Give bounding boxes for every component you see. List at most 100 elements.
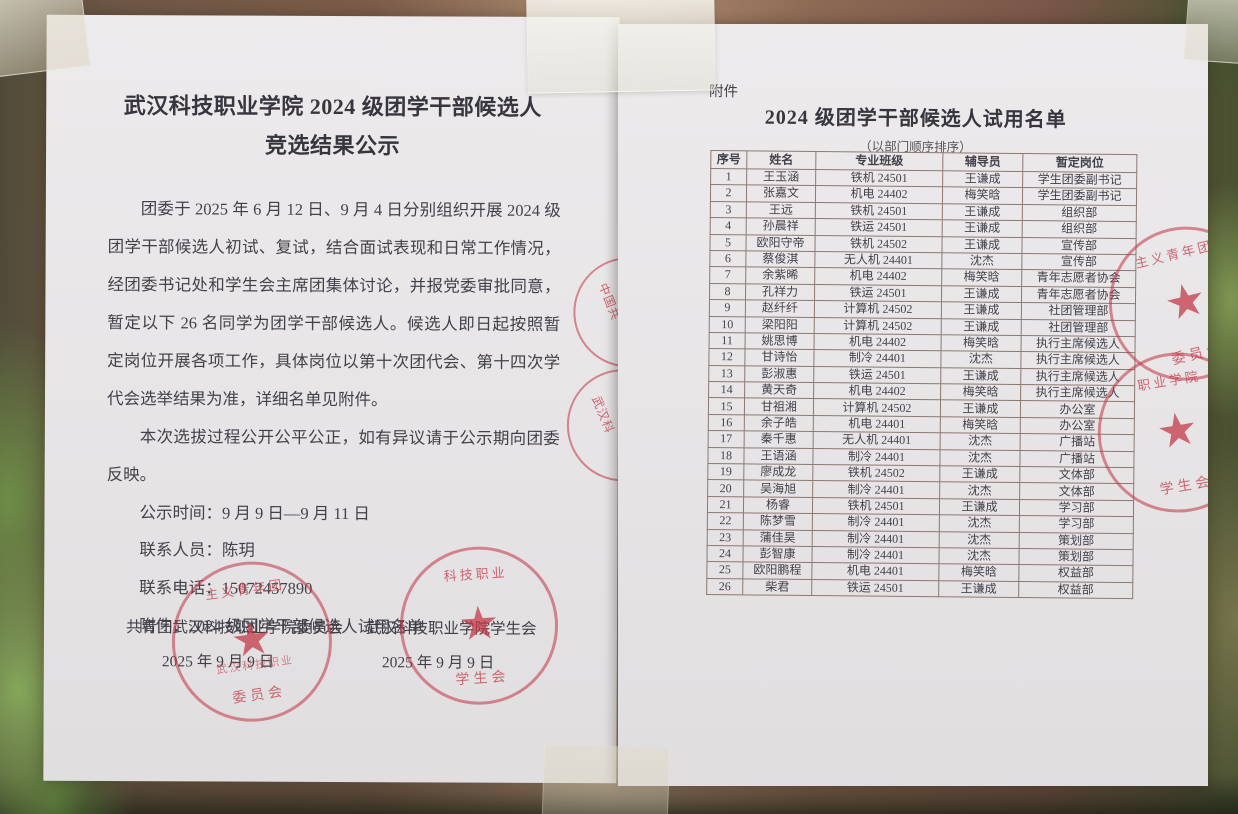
table-cell: 王谦成 <box>940 400 1021 418</box>
table-cell: 14 <box>708 381 745 399</box>
table-cell: 机电 24402 <box>814 333 942 352</box>
table-cell: 柴君 <box>742 578 812 596</box>
table-cell: 铁运 24501 <box>815 218 943 237</box>
cross-page-seal-left-upper: 中国共 <box>573 257 620 368</box>
roster-title: 2024 级团学干部候选人试用名单 <box>764 106 1067 132</box>
column-header: 专业班级 <box>815 151 943 171</box>
star-icon: ★ <box>1152 399 1203 460</box>
table-cell: 陈梦雪 <box>743 513 813 531</box>
table-cell: 梅笑晗 <box>941 269 1022 287</box>
page-title: 武汉科技职业学院 2024 级团学干部候选人 竞选结果公示 <box>86 87 579 166</box>
table-cell: 5 <box>709 234 747 251</box>
table-cell: 机电 24401 <box>813 415 941 434</box>
table-cell: 19 <box>707 463 744 481</box>
table-cell: 杨睿 <box>743 496 813 514</box>
table-cell: 20 <box>707 479 744 497</box>
table-cell: 王谦成 <box>941 318 1022 336</box>
table-cell: 蒲佳昊 <box>743 529 813 547</box>
table-cell: 铁运 24501 <box>814 284 942 302</box>
roster-table-body: 1 王玉涵 铁机 24501 王谦成 学生团委副书记 2 张嘉文 机电 24402 梅笑晗 学生团… <box>706 168 1137 599</box>
table-cell: 沈杰 <box>940 351 1022 369</box>
table-cell: 王谦成 <box>938 580 1019 598</box>
table-cell: 沈杰 <box>939 482 1020 500</box>
table-cell: 1 <box>710 168 747 186</box>
table-cell: 蔡俊淇 <box>745 250 815 268</box>
stamp-edge-text: 武汉科 <box>589 393 617 436</box>
table-cell: 权益部 <box>1018 581 1133 599</box>
table-cell: 余子皓 <box>744 414 814 432</box>
table-cell: 23 <box>707 529 744 546</box>
table-cell: 欧阳守帝 <box>745 234 816 252</box>
table-cell: 机电 24402 <box>815 185 943 204</box>
table-cell: 铁机 24501 <box>815 202 943 220</box>
table-cell: 王远 <box>746 201 816 219</box>
table-cell: 铁运 24501 <box>813 366 941 384</box>
table-cell: 策划部 <box>1018 548 1134 566</box>
table-cell: 15 <box>708 398 745 415</box>
table-cell: 铁运 24501 <box>811 579 939 597</box>
table-cell: 制冷 24401 <box>812 513 940 532</box>
table-cell: 制冷 24401 <box>812 480 940 499</box>
table-cell: 秦千惠 <box>744 431 814 449</box>
table-cell: 沈杰 <box>938 547 1020 565</box>
table-cell: 甘诗怡 <box>744 349 815 367</box>
table-cell: 甘祖湘 <box>744 398 814 416</box>
table-cell: 沈杰 <box>940 433 1021 451</box>
table-cell: 张嘉文 <box>746 185 816 203</box>
stamp-bottom-text: 学生会 <box>1158 474 1208 499</box>
table-cell: 11 <box>709 332 746 350</box>
announcement-body: 团委于 2025 年 6 月 12 日、9 月 4 日分别组织开展 2024 级… <box>107 190 561 495</box>
tape-bottom-seam <box>541 743 671 814</box>
stamp-edge-text: 中国共 <box>595 281 620 323</box>
tape-top-right <box>1183 0 1238 64</box>
table-cell: 沈杰 <box>941 252 1022 270</box>
table-cell: 黄天奇 <box>744 381 814 400</box>
table-cell: 机电 24401 <box>811 562 939 581</box>
table-cell: 无人机 24401 <box>814 251 942 270</box>
table-cell: 13 <box>708 365 745 382</box>
star-icon: ★ <box>456 594 502 652</box>
table-cell: 组织部 <box>1022 204 1137 222</box>
table-cell: 铁机 24501 <box>815 169 943 188</box>
table-cell: 铁机 24502 <box>814 235 943 253</box>
table-cell: 10 <box>709 316 746 333</box>
publicity-period-line: 公示时间：9 月 9 日—9 月 11 日 <box>139 502 370 523</box>
star-icon: ★ <box>1159 269 1208 332</box>
table-cell: 制冷 24401 <box>812 448 941 466</box>
table-cell: 4 <box>710 217 747 235</box>
table-cell: 王谦成 <box>939 498 1020 516</box>
table-cell: 彭智康 <box>742 545 813 563</box>
table-cell: 权益部 <box>1018 564 1133 583</box>
table-cell: 22 <box>707 512 744 530</box>
table-cell: 无人机 24401 <box>813 431 941 450</box>
table-cell: 梅笑晗 <box>938 564 1019 582</box>
table-cell: 梅笑晗 <box>940 416 1021 434</box>
page-title-line2: 竞选结果公示 <box>265 132 401 158</box>
table-cell: 彭淑惠 <box>744 365 814 383</box>
table-cell: 6 <box>709 250 746 268</box>
table-cell: 制冷 24401 <box>812 530 940 548</box>
table-cell: 铁机 24502 <box>812 464 940 483</box>
table-cell: 计算机 24502 <box>814 317 942 335</box>
table-cell: 姚思博 <box>745 332 815 350</box>
table-cell: 梁阳阳 <box>745 316 815 334</box>
stamp-bottom-text: 学生会 <box>455 670 510 689</box>
table-cell: 计算机 24502 <box>813 399 941 417</box>
table-cell: 欧阳鹏程 <box>742 562 812 580</box>
roster-table: 序号 姓名 专业班级 辅导员 暂定岗位 1 王玉涵 铁机 24501 王谦成 学生团委副书记 2 张… <box>706 150 1137 599</box>
student-union-seal-stamp: 科技职业 ★ 学生会 <box>395 541 564 710</box>
table-row: 26 柴君 铁运 24501 王谦成 权益部 <box>706 578 1133 599</box>
table-cell: 余紫晞 <box>745 267 815 285</box>
table-cell: 王语涵 <box>743 447 814 465</box>
table-cell: 梅笑晗 <box>940 383 1021 402</box>
table-cell: 梅笑晗 <box>942 187 1023 205</box>
table-cell: 孔祥力 <box>745 283 815 301</box>
announcement-page: 武汉科技职业学院 2024 级团学干部候选人 竞选结果公示 团委于 2025 年… <box>43 14 620 784</box>
table-cell: 王谦成 <box>940 367 1021 385</box>
table-cell: 宣传部 <box>1021 237 1137 255</box>
table-cell: 制冷 24401 <box>811 546 940 565</box>
table-cell: 机电 24402 <box>814 267 942 286</box>
table-cell: 学生团委副书记 <box>1022 187 1137 206</box>
table-cell: 学习部 <box>1019 515 1134 534</box>
roster-page: 附件 2024 级团学干部候选人试用名单 （以部门顺序排序） 序号 姓名 专业班级辅… <box>618 24 1208 786</box>
